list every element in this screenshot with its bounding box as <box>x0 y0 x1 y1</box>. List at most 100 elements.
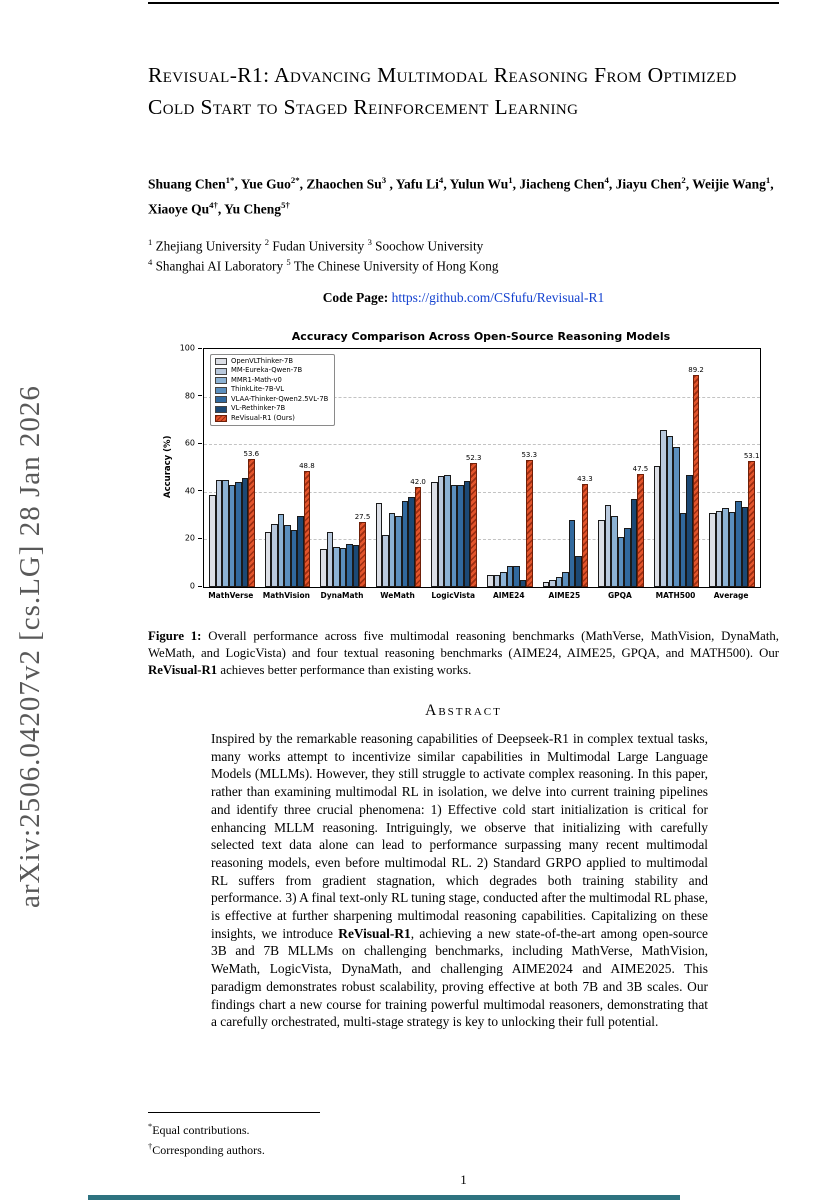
bar-VL-Rethinker-7B <box>630 498 638 587</box>
bar-MMR1-Math-v0 <box>388 513 396 587</box>
bar-ThinkLite-7B-VL <box>728 512 736 587</box>
author-list: Shuang Chen1*, Yue Guo2*, Zhaochen Su3 ,… <box>148 175 774 216</box>
legend-swatch <box>215 377 227 385</box>
bar-group: 53.1 <box>704 349 760 587</box>
x-axis-labels: MathVerse MathVision DynaMath WeMath LogicVi… <box>203 591 759 600</box>
y-tick-label: 20 <box>184 533 195 543</box>
y-axis: 0 20 40 60 80 100 <box>163 344 203 591</box>
bar-VL-Rethinker-7B <box>519 579 527 587</box>
bar-ReVisual-R1 (Ours): 27.5 <box>355 513 370 587</box>
legend-item: MM-Eureka-Qwen-7B <box>215 366 328 375</box>
y-tick-label: 0 <box>189 581 195 591</box>
bar-VLAA-Thinker-Qwen2.5VL-7B <box>346 544 353 587</box>
code-page-line: Code Page: https://github.com/CSfufu/Rev… <box>148 290 779 306</box>
bar-MM-Eureka-Qwen-7B <box>493 575 501 587</box>
bar-ReVisual-R1 (Ours): 42.0 <box>410 479 426 587</box>
legend-label: VL-Rethinker-7B <box>231 404 286 413</box>
bar-MM-Eureka-Qwen-7B <box>271 523 278 587</box>
bar-OpenVLThinker-7B <box>320 548 327 587</box>
bar-value-label: 53.1 <box>743 451 760 460</box>
bar-ThinkLite-7B-VL <box>673 446 680 587</box>
bar-MM-Eureka-Qwen-7B <box>604 504 612 587</box>
figure-1-chart: Accuracy Comparison Across Open-Source R… <box>163 330 763 600</box>
bar-OpenVLThinker-7B <box>431 482 438 587</box>
bar-MM-Eureka-Qwen-7B <box>382 534 389 587</box>
y-tick-mark <box>198 347 202 349</box>
y-tick-mark <box>198 537 202 539</box>
legend-item: OpenVLThinker-7B <box>215 357 328 366</box>
gridline <box>204 539 760 541</box>
y-tick-label: 40 <box>184 486 195 496</box>
bar-VL-Rethinker-7B <box>352 545 360 587</box>
abstract-heading: Abstract <box>425 702 502 719</box>
bar-MMR1-Math-v0 <box>555 577 563 587</box>
bar-group: 42.0 <box>371 349 427 587</box>
x-tick-label: DynaMath <box>320 591 364 600</box>
code-page-link[interactable]: https://github.com/CSfufu/Revisual-R1 <box>391 290 605 305</box>
bar-ThinkLite-7B-VL <box>395 515 402 587</box>
x-tick-label: LogicVista <box>431 591 475 600</box>
bar-VL-Rethinker-7B <box>297 515 304 587</box>
bar-VLAA-Thinker-Qwen2.5VL-7B <box>457 484 464 587</box>
bar-value-label: 27.5 <box>354 512 371 521</box>
paper-title: Revisual-R1: Advancing Multimodal Reason… <box>148 63 737 119</box>
abstract-body: Inspired by the remarkable reasoning cap… <box>211 731 708 1030</box>
bar-VLAA-Thinker-Qwen2.5VL-7B <box>513 565 520 587</box>
y-tick-mark <box>198 442 202 444</box>
x-tick-label: MathVerse <box>208 591 254 600</box>
bar-MM-Eureka-Qwen-7B <box>660 429 667 587</box>
bar-VL-Rethinker-7B <box>686 475 693 587</box>
legend-item: VLAA-Thinker-Qwen2.5VL-7B <box>215 395 328 404</box>
y-tick-label: 60 <box>184 438 195 448</box>
bar-group: 53.3 <box>482 349 538 587</box>
arxiv-stamp: arXiv:2506.04207v2 [cs.LG] 28 Jan 2026 <box>14 385 46 908</box>
legend-label: MM-Eureka-Qwen-7B <box>231 366 303 375</box>
bar-VLAA-Thinker-Qwen2.5VL-7B <box>235 482 242 587</box>
y-tick-mark <box>198 395 202 397</box>
affiliations-line-2: 4 Shanghai AI Laboratory 5 The Chinese U… <box>148 257 499 274</box>
y-tick-mark <box>198 585 202 587</box>
legend-swatch <box>215 386 227 394</box>
legend-item: ThinkLite-7B-VL <box>215 385 328 394</box>
bar-VL-Rethinker-7B <box>741 507 749 587</box>
legend-label: MMR1-Math-v0 <box>231 375 282 384</box>
page-number: 1 <box>460 1172 467 1187</box>
legend-item: MMR1-Math-v0 <box>215 375 328 385</box>
bar-MMR1-Math-v0 <box>333 546 340 587</box>
bar-VLAA-Thinker-Qwen2.5VL-7B <box>401 501 409 587</box>
bar-VLAA-Thinker-Qwen2.5VL-7B <box>735 501 742 587</box>
bar-ReVisual-R1 (Ours): 47.5 <box>633 465 648 587</box>
affiliations-line-1: 1 Zhejiang University 2 Fudan University… <box>148 237 484 254</box>
x-tick-label: AIME25 <box>548 591 581 600</box>
bar-value-label: 53.3 <box>521 451 538 460</box>
bar-OpenVLThinker-7B <box>653 465 661 587</box>
bar-OpenVLThinker-7B <box>264 532 272 587</box>
legend-item: VL-Rethinker-7B <box>215 404 328 413</box>
bar-VLAA-Thinker-Qwen2.5VL-7B <box>290 529 298 587</box>
x-tick-label: MathVision <box>262 591 310 600</box>
top-rule <box>148 2 779 4</box>
bar-ThinkLite-7B-VL <box>339 547 347 587</box>
bar-MMR1-Math-v0 <box>277 514 285 587</box>
bar-value-label: 42.0 <box>410 478 426 487</box>
bar-OpenVLThinker-7B <box>487 575 494 587</box>
y-tick-mark <box>198 490 202 492</box>
bar-OpenVLThinker-7B <box>542 582 550 587</box>
legend-label: ReVisual-R1 (Ours) <box>231 413 295 422</box>
bar-ReVisual-R1 (Ours): 52.3 <box>466 454 481 587</box>
bar-ThinkLite-7B-VL <box>284 525 291 587</box>
legend-item: ReVisual-R1 (Ours) <box>215 413 328 423</box>
chart-legend: OpenVLThinker-7B MM-Eureka-Qwen-7B MMR1-Ma… <box>210 354 336 427</box>
legend-swatch <box>215 367 227 375</box>
x-tick-label: WeMath <box>380 591 415 600</box>
footnote-equal-contributions: *Equal contributions. <box>148 1122 250 1137</box>
bar-VLAA-Thinker-Qwen2.5VL-7B <box>624 527 631 587</box>
gridline <box>204 491 760 493</box>
legend-swatch <box>215 358 227 366</box>
x-tick-label: AIME24 <box>492 591 525 600</box>
bars-container: 53.6 48.8 27.5 42.0 52.3 53.3 43.3 47.5 89.2 53.1 <box>204 349 760 587</box>
legend-label: OpenVLThinker-7B <box>231 357 293 365</box>
bar-ThinkLite-7B-VL <box>562 571 569 587</box>
code-page-label: Code Page: <box>322 290 389 305</box>
bar-MMR1-Math-v0 <box>222 479 229 587</box>
